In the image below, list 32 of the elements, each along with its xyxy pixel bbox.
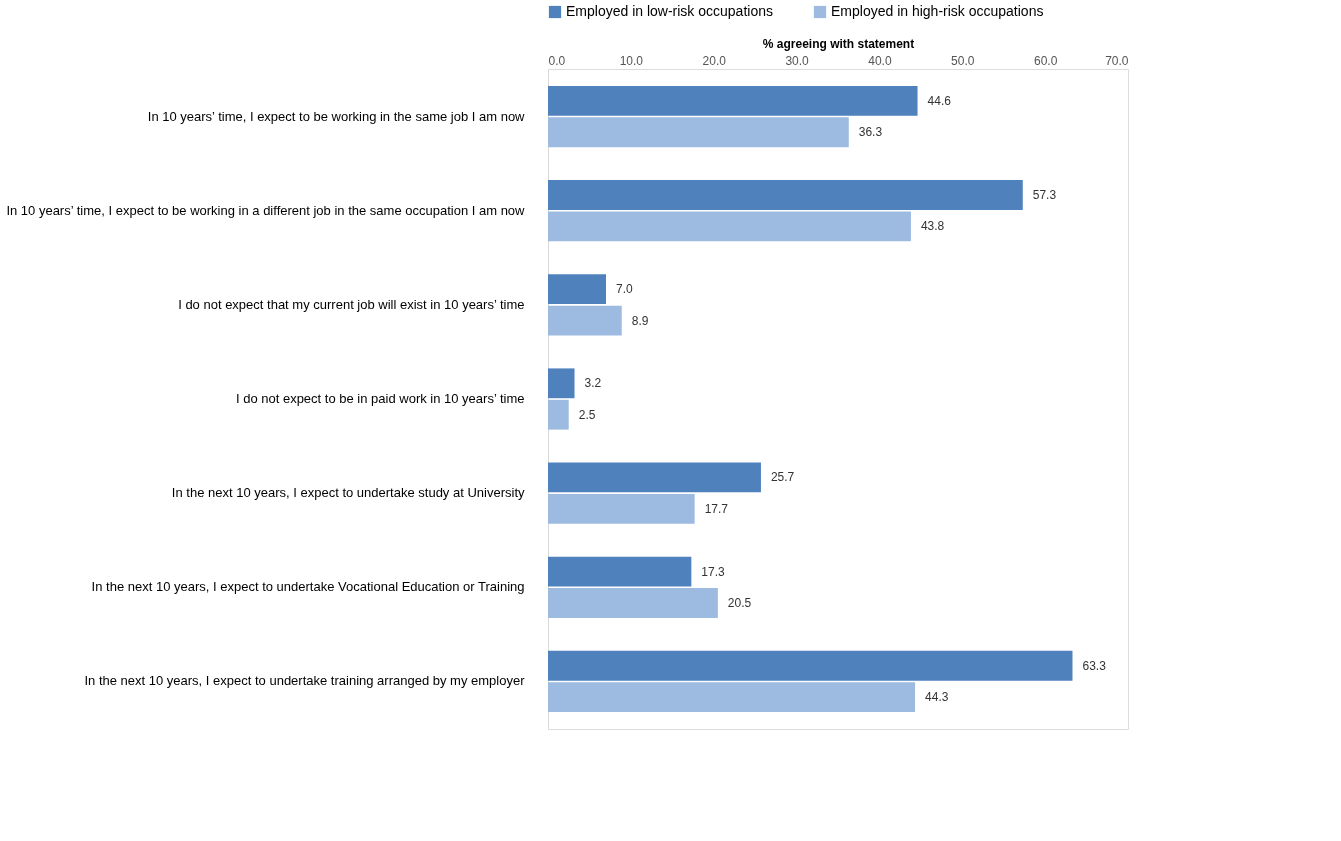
text: 8.9 xyxy=(631,313,649,328)
x-tick-label: 30.0 xyxy=(785,53,810,68)
text: 3.2 xyxy=(584,376,602,391)
legend-label: Employed in low-risk occupations xyxy=(566,3,773,19)
y-tick-label: In the next 10 years, I expect to undertake Vocational Education or Training xyxy=(91,579,525,595)
y-tick-label: I do not expect to be in paid work in 10 years’ time xyxy=(235,391,525,406)
x-tick-label: 20.0 xyxy=(702,53,727,68)
text: 2.5 xyxy=(578,407,596,422)
text: 25.7 xyxy=(770,470,795,485)
x-tick-label: 50.0 xyxy=(951,53,975,68)
y-tick-label: In the next 10 years, I expect to undertake study at University xyxy=(171,485,525,501)
y-tick-label: In the next 10 years, I expect to undertake training arranged by my employer xyxy=(84,673,526,689)
x-tick-label: 40.0 xyxy=(868,53,892,68)
text: 36.3 xyxy=(858,125,883,140)
x-axis-title: % agreeing with statement xyxy=(762,36,915,51)
text: 63.3 xyxy=(1082,658,1106,673)
y-tick-label: I do not expect that my current job will exist in 10 years’ time xyxy=(178,296,525,312)
y-tick-label: In 10 years’ time, I expect to be working in a different job in the same occupation I am now xyxy=(6,202,526,218)
text: 43.8 xyxy=(920,219,945,234)
text: 17.7 xyxy=(704,501,729,516)
text: 44.3 xyxy=(925,690,949,705)
y-tick-label: In 10 years’ time, I expect to be working in the same job I am now xyxy=(147,108,526,124)
text: 17.3 xyxy=(701,564,725,579)
text: 20.5 xyxy=(727,595,752,610)
text: 44.6 xyxy=(927,93,951,108)
text: 7.0 xyxy=(616,282,633,297)
x-tick-label: 10.0 xyxy=(619,53,644,68)
x-tick-label: 70.0 xyxy=(1105,53,1129,68)
x-tick-label: 60.0 xyxy=(1033,53,1058,68)
legend-label: Employed in high-risk occupations xyxy=(831,3,1044,19)
text: 57.3 xyxy=(1032,188,1057,203)
x-tick-label: 0.0 xyxy=(548,53,566,68)
